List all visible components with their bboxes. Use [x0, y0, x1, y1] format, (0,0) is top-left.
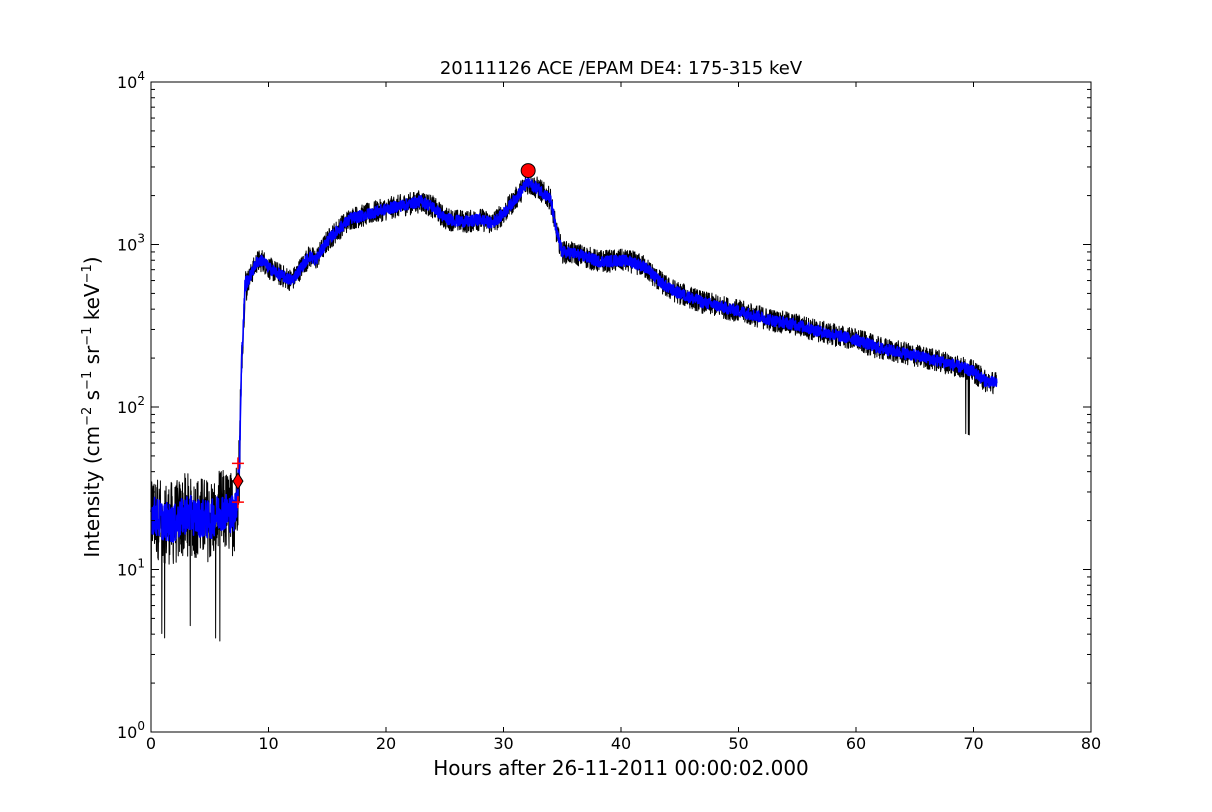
x-axis: 0 10 20 30 40 50 60 70 80 — [146, 82, 1101, 753]
x-tick-label: 10 — [258, 734, 278, 753]
x-axis-label: Hours after 26-11-2011 00:00:02.000 — [433, 756, 809, 780]
y-tick-label: 104 — [117, 69, 145, 92]
series-line-smoothed — [150, 176, 998, 544]
onset-bound-marker — [231, 496, 244, 509]
x-tick-label: 70 — [963, 734, 983, 753]
x-tick-label: 20 — [376, 734, 396, 753]
x-tick-label: 0 — [146, 734, 156, 753]
x-tick-label: 50 — [728, 734, 748, 753]
y-tick-label: 101 — [117, 557, 145, 580]
y-tick-label: 100 — [117, 719, 145, 742]
x-tick-label: 30 — [493, 734, 513, 753]
x-tick-label: 40 — [611, 734, 631, 753]
peak-marker — [520, 163, 536, 179]
x-tick-label: 60 — [846, 734, 866, 753]
y-axis-label-part3: sr — [80, 345, 104, 371]
chart-title: 20111126 ACE /EPAM DE4: 175-315 keV — [440, 58, 803, 79]
x-tick-label: 80 — [1081, 734, 1101, 753]
onset-bound-marker — [231, 457, 244, 470]
marker-layer — [231, 163, 536, 509]
y-axis-label-part4: keV — [80, 283, 104, 327]
y-axis-label-prefix: Intensity (cm — [80, 426, 104, 558]
y-axis-label-suffix: ) — [80, 256, 104, 264]
y-axis-label-exp4: −1 — [80, 264, 95, 283]
y-axis-label-exp2: −1 — [80, 371, 95, 390]
y-axis-label-exp3: −1 — [80, 327, 95, 346]
series-layer — [150, 175, 998, 642]
y-axis-label: Intensity (cm−2 s−1 sr−1 keV−1) — [80, 256, 104, 557]
y-tick-label: 102 — [117, 394, 145, 417]
y-axis-label-part2: s — [80, 390, 104, 407]
y-tick-label: 103 — [117, 232, 145, 255]
y-axis: 100 101 102 103 104 — [117, 69, 1091, 742]
y-axis-label-exp1: −2 — [80, 407, 95, 426]
onset-marker — [232, 472, 244, 491]
